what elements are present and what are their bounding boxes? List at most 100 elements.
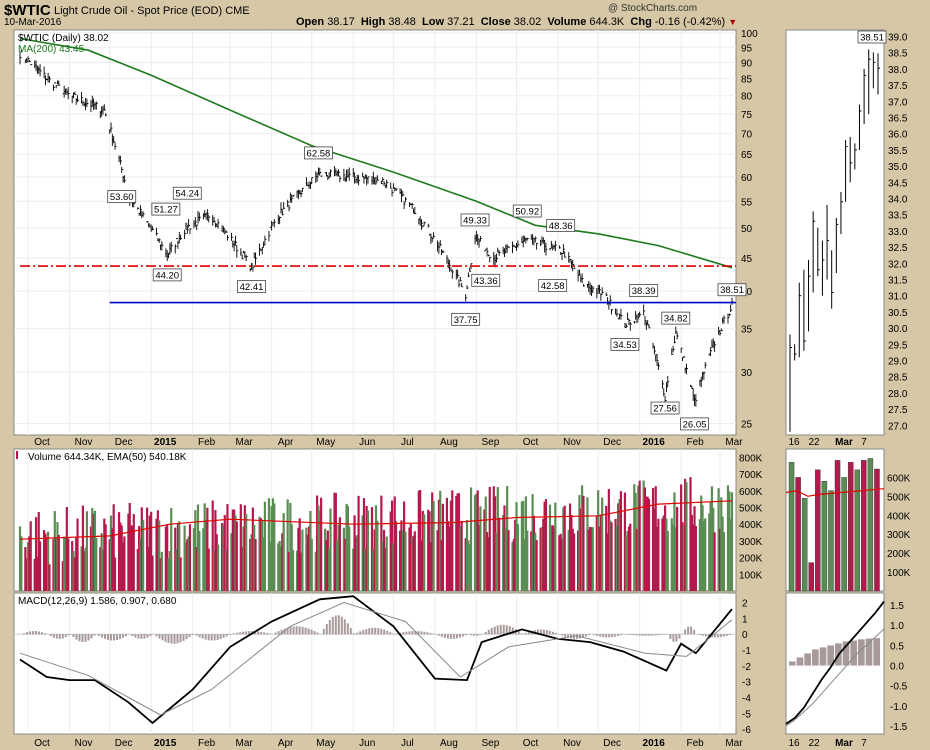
x-tick-label-bottom: Nov <box>75 738 93 749</box>
macd-histogram-bar <box>728 634 731 636</box>
macd-histogram-bar <box>100 634 103 638</box>
inset-volume-bar <box>867 458 874 592</box>
volume-bar <box>170 508 173 591</box>
volume-bar <box>579 508 582 591</box>
macd-histogram-bar <box>423 631 426 635</box>
macd-histogram-bar <box>524 632 527 635</box>
down-arrow-icon: ▼ <box>728 17 738 27</box>
inset-macd-tick: -1.5 <box>890 722 908 733</box>
volume-bar <box>376 520 379 591</box>
volume-bar <box>625 535 628 591</box>
macd-histogram-bar <box>245 631 248 635</box>
volume-bar <box>460 520 463 591</box>
volume-bar <box>684 478 687 591</box>
volume-bar <box>101 549 105 591</box>
x-tick-label: Oct <box>34 437 50 448</box>
volume-bar <box>53 511 56 591</box>
macd-histogram-bar <box>188 634 191 638</box>
macd-histogram-bar <box>149 634 152 637</box>
price-y-tick: 70 <box>741 129 753 140</box>
volume-bar <box>638 480 641 591</box>
volume-bar <box>674 527 677 591</box>
macd-histogram-bar <box>61 634 64 639</box>
volume-bar <box>647 498 651 591</box>
macd-histogram-bar <box>352 633 355 635</box>
volume-bar <box>28 536 31 591</box>
macd-histogram-bar <box>346 623 349 635</box>
inset-price-tick: 34.5 <box>888 178 908 189</box>
volume-bar <box>455 495 458 591</box>
volume-bar <box>83 551 86 591</box>
macd-histogram-bar <box>719 634 722 637</box>
macd-histogram-bar <box>274 632 277 635</box>
volume-bar <box>132 514 135 591</box>
annotation-box <box>650 401 680 415</box>
macd-histogram-bar <box>52 634 55 638</box>
volume-bar <box>353 515 356 591</box>
volume-bar <box>728 491 731 591</box>
volume-bar <box>701 505 704 591</box>
volume-bar <box>81 505 85 591</box>
x-tick-label-bottom: 2015 <box>154 738 177 749</box>
macd-histogram-bar <box>588 634 591 636</box>
macd-histogram-bar <box>455 634 458 639</box>
macd-histogram-bar <box>554 632 557 635</box>
macd-histogram-bar <box>254 631 257 635</box>
volume-bar <box>251 507 254 591</box>
volume-bar <box>297 527 300 591</box>
macd-histogram-bar <box>564 634 567 637</box>
macd-histogram-bar <box>638 634 641 636</box>
x-tick-label: 2016 <box>643 437 666 448</box>
inset-volume-bar <box>808 562 814 592</box>
macd-histogram-bar <box>443 634 446 638</box>
macd-histogram-bar <box>452 634 455 639</box>
inset-price-tick: 33.5 <box>888 211 908 222</box>
macd-histogram-bar <box>411 631 414 635</box>
volume-bar <box>384 547 387 591</box>
volume-bar <box>708 513 711 591</box>
volume-bar <box>694 526 697 591</box>
macd-histogram-bar <box>164 634 167 642</box>
macd-histogram-bar <box>155 634 158 637</box>
volume-bar <box>685 482 688 591</box>
inset-x-tick: Mar <box>835 437 853 448</box>
macd-histogram-bar <box>561 634 564 636</box>
chart-header: $WTIC Light Crude Oil - Spot Price (EOD)… <box>0 0 930 28</box>
inset-x-tick-bottom: 7 <box>861 738 867 749</box>
macd-histogram-bar <box>593 634 596 636</box>
volume-bar <box>25 558 28 591</box>
macd-histogram-bar <box>44 633 46 635</box>
volume-bar <box>271 498 275 591</box>
volume-bar <box>595 515 598 591</box>
inset-volume-bar <box>828 490 834 592</box>
volume-bar <box>301 529 304 591</box>
volume-bar <box>411 537 414 591</box>
volume-bar <box>160 551 163 591</box>
macd-histogram-bar <box>371 627 374 635</box>
macd-histogram-bar <box>484 631 487 635</box>
volume-bar <box>428 511 431 591</box>
macd-y-tick: -6 <box>742 725 751 736</box>
volume-bar <box>441 503 445 591</box>
volume-bar <box>364 548 367 591</box>
macd-histogram-bar <box>368 628 371 635</box>
macd-histogram-bar <box>158 634 161 639</box>
volume-bar <box>158 520 161 591</box>
volume-bar <box>198 530 201 591</box>
inset-macd-tick: 1.0 <box>890 621 904 632</box>
volume-bar <box>524 496 527 591</box>
volume-bar <box>109 515 113 591</box>
volume-bar <box>298 518 301 591</box>
macd-line <box>19 595 733 725</box>
macd-histogram-bar <box>41 632 43 635</box>
macd-histogram-bar <box>35 631 37 635</box>
inset-price-tick: 37.5 <box>888 81 908 92</box>
volume-bar <box>324 528 327 591</box>
inset-price-tick: 35.0 <box>888 162 908 173</box>
macd-histogram-bar <box>185 634 188 640</box>
volume-bar <box>409 523 412 591</box>
volume-bar <box>352 548 355 591</box>
macd-histogram-bar <box>260 631 263 635</box>
volume-bar <box>320 497 323 591</box>
volume-bar <box>346 506 349 591</box>
